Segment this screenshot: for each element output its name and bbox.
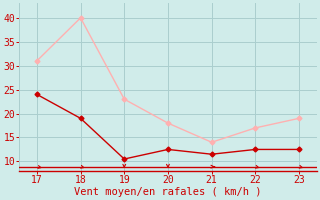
X-axis label: Vent moyen/en rafales ( km/h ): Vent moyen/en rafales ( km/h )	[74, 187, 262, 197]
